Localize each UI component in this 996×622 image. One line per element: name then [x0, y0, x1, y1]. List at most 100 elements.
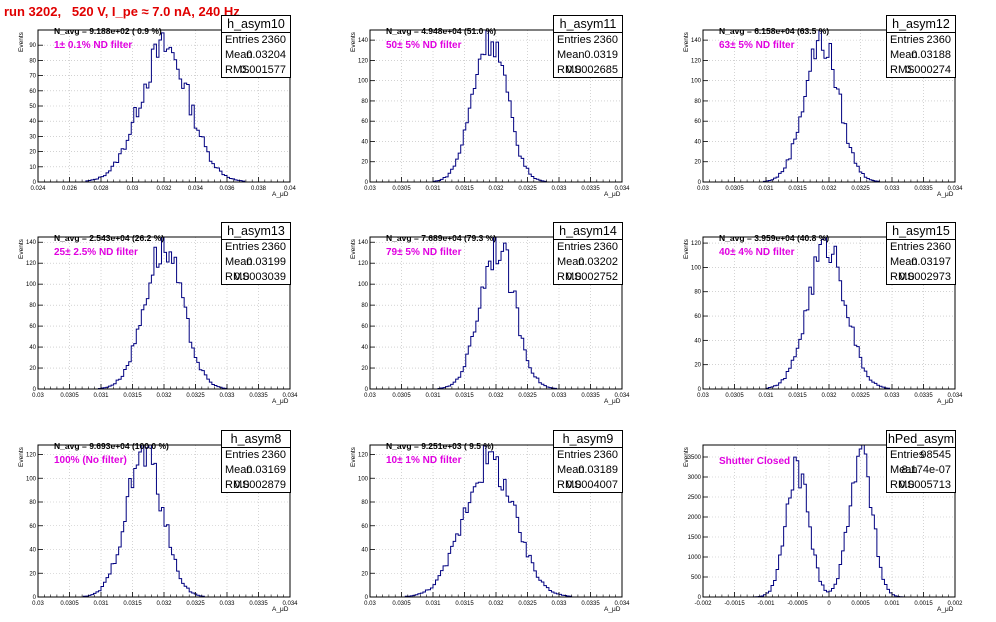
y-tick-label: 60 [361, 324, 368, 330]
x-tick-label: 0.032 [488, 186, 504, 192]
y-tick-label: 20 [361, 571, 368, 577]
y-tick-label: 100 [691, 265, 702, 271]
stats-box: h_asym14 Entries 2360 Mean 0.03202 RMS 0.00027… [553, 222, 623, 285]
mean-label: Mean [225, 256, 253, 268]
x-tick-label: 0.033 [551, 601, 567, 607]
x-tick-label: 0.031 [758, 393, 774, 399]
x-tick-label: 0.03 [364, 601, 376, 607]
y-tick-label: 60 [29, 324, 36, 330]
y-tick-label: 20 [29, 366, 36, 372]
y-tick-label: 20 [694, 363, 701, 369]
y-tick-label: 120 [358, 261, 369, 267]
histogram-name: h_asym13 [222, 223, 290, 240]
x-axis-label: A_μD [604, 606, 621, 613]
y-tick-label: 0 [698, 180, 702, 186]
filter-label: 10± 1% ND filter [386, 455, 462, 466]
x-tick-label: 0.038 [251, 186, 267, 192]
x-tick-label: 0.0305 [725, 186, 744, 192]
y-tick-label: 60 [694, 119, 701, 125]
y-tick-label: 60 [29, 89, 36, 95]
x-tick-label: 0.032 [821, 186, 837, 192]
mean-value: 0.03204 [246, 49, 286, 61]
y-tick-label: 80 [694, 99, 701, 105]
x-tick-label: 0.031 [425, 393, 441, 399]
y-tick-label: 80 [29, 58, 36, 64]
y-tick-label: 20 [694, 160, 701, 166]
y-tick-label: 40 [29, 119, 36, 125]
entries-value: 2360 [261, 449, 286, 461]
mean-value: 0.03202 [578, 256, 618, 268]
histogram-pad-h_asym10: 0.024 0.026 0.028 0.03 0.032 0.034 0.036 0.038 0… [18, 15, 296, 202]
rms-value: 0.0003039 [234, 271, 286, 283]
x-tick-label: 0.0315 [455, 393, 474, 399]
y-tick-label: 80 [29, 500, 36, 506]
x-tick-label: 0.034 [188, 186, 204, 192]
rms-label: RMS [557, 479, 582, 491]
x-axis-label: A_μD [272, 606, 289, 613]
x-tick-label: 0.0325 [186, 601, 205, 607]
y-tick-label: 90 [29, 43, 36, 49]
histogram-plot: 0.03 0.0305 0.031 0.0315 0.032 0.0325 0.033 0.0… [691, 29, 963, 192]
y-tick-label: 100 [358, 282, 369, 288]
y-tick-label: 0 [365, 595, 369, 601]
stats-box: h_asym10 Entries 2360 Mean 0.03204 RMS 0.00157… [221, 15, 291, 78]
filter-label: 1± 0.1% ND filter [54, 40, 133, 51]
y-tick-label: 60 [361, 524, 368, 530]
filter-label: 63± 5% ND filter [719, 40, 795, 51]
entries-label: Entries [890, 34, 925, 46]
x-tick-label: 0.03 [697, 393, 709, 399]
histogram-bars [38, 32, 290, 183]
histogram-plot: 0.03 0.0305 0.031 0.0315 0.032 0.0325 0.033 0.0… [26, 236, 298, 399]
x-tick-label: 0.032 [488, 393, 504, 399]
n-avg-label: N_avg = 3.959e+04 (40.8 %) [719, 233, 830, 243]
entries-value: 2360 [593, 34, 618, 46]
y-tick-label: 20 [361, 160, 368, 166]
n-avg-label: N_avg = 9.251e+03 ( 9.5 %) [386, 441, 494, 451]
y-tick-label: 120 [358, 453, 369, 459]
entries-value: 2360 [593, 241, 618, 253]
x-tick-label: 0.0315 [455, 601, 474, 607]
entries-label: Entries [890, 241, 925, 253]
rms-label: RMS [890, 271, 915, 283]
mean-label: Mean [557, 49, 585, 61]
x-tick-label: -0.001 [757, 601, 775, 607]
y-tick-label: 140 [358, 38, 369, 44]
y-tick-label: 20 [361, 366, 368, 372]
mean-value: 0.0319 [584, 49, 618, 61]
n-avg-label: N_avg = 7.689e+04 (79.3 %) [386, 233, 497, 243]
histogram-plot: 0.03 0.0305 0.031 0.0315 0.032 0.0325 0.033 0.0… [358, 444, 630, 607]
x-tick-label: 0.034 [947, 393, 963, 399]
y-axis-label: Events [350, 239, 357, 259]
y-tick-label: 120 [26, 453, 37, 459]
y-axis-label: Events [18, 32, 25, 52]
entries-label: Entries [225, 241, 260, 253]
n-avg-label: N_avg = 9.188e+02 ( 0.9 %) [54, 26, 162, 36]
x-tick-label: 0.0335 [581, 601, 600, 607]
x-tick-label: 0.0305 [60, 393, 79, 399]
rms-label: RMS [890, 479, 915, 491]
histogram-pad-h_asym9: 0.03 0.0305 0.031 0.0315 0.032 0.0325 0.033 0.0… [350, 430, 630, 617]
y-tick-label: 100 [691, 79, 702, 85]
rms-value: 0.0002752 [566, 271, 618, 283]
x-tick-label: 0.033 [219, 393, 235, 399]
x-tick-label: 0.0305 [392, 393, 411, 399]
histogram-pad-h_asym8: 0.03 0.0305 0.031 0.0315 0.032 0.0325 0.033 0.0… [18, 430, 298, 617]
mean-label: Mean [557, 256, 585, 268]
x-tick-label: 0.0315 [788, 393, 807, 399]
y-tick-label: 2000 [688, 515, 702, 521]
histogram-name: h_asym14 [554, 223, 622, 240]
y-tick-label: 40 [29, 345, 36, 351]
x-axis-label: A_μD [272, 398, 289, 405]
mean-label: Mean [890, 256, 918, 268]
y-tick-label: 40 [694, 139, 701, 145]
x-tick-label: 0.034 [282, 601, 298, 607]
entries-label: Entries [557, 34, 592, 46]
x-tick-label: 0.001 [884, 601, 900, 607]
histogram-name: h_asym12 [887, 16, 955, 33]
y-tick-label: 0 [365, 180, 369, 186]
mean-value: 8.174e-07 [901, 464, 951, 476]
stats-box: h_asym11 Entries 2360 Mean 0.0319 RMS 0.000268… [553, 15, 623, 78]
x-tick-label: 0 [827, 601, 831, 607]
y-axis-label: Events [683, 447, 690, 467]
x-tick-label: 0.0335 [914, 393, 933, 399]
